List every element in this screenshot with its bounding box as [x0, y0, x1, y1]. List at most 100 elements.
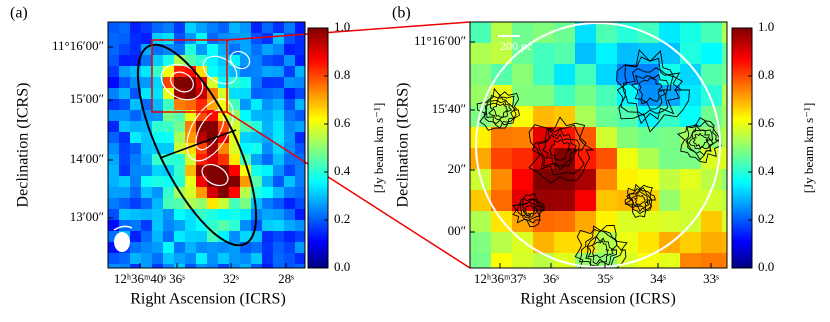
- pixel: [701, 148, 723, 170]
- pixel: [262, 121, 274, 133]
- pixel: [207, 165, 219, 177]
- x-tick-label: 34ˢ: [650, 271, 666, 286]
- contour: [170, 71, 194, 93]
- pixel: [273, 198, 285, 210]
- colorbar-tick-label: 0.4: [758, 163, 775, 178]
- pixel: [575, 106, 597, 128]
- pixel: [130, 264, 142, 268]
- pixel: [251, 110, 263, 122]
- pixel: [284, 44, 296, 56]
- pixel: [284, 187, 296, 199]
- pixel: [141, 77, 153, 89]
- x-tick-label: 33ˢ: [703, 271, 719, 286]
- pixel: [185, 220, 197, 232]
- pixel: [108, 220, 120, 232]
- pixel: [638, 148, 660, 170]
- pixel: [185, 33, 197, 45]
- pixel: [273, 231, 285, 243]
- pixel: [262, 209, 274, 221]
- pixel: [680, 190, 702, 212]
- pixel: [251, 66, 263, 78]
- pixel: [240, 231, 252, 243]
- pixel: [174, 55, 186, 67]
- pixel: [262, 55, 274, 67]
- pixel: [218, 209, 230, 221]
- pixel: [207, 209, 219, 221]
- pixel: [152, 33, 164, 45]
- pixel: [218, 231, 230, 243]
- pixel: [295, 231, 305, 243]
- pixel: [141, 99, 153, 111]
- pixel: [163, 110, 175, 122]
- pixel: [174, 110, 186, 122]
- pixel: [273, 187, 285, 199]
- pixel: [119, 154, 131, 166]
- pixel: [163, 220, 175, 232]
- pixel: [152, 99, 164, 111]
- pixel: [130, 132, 142, 144]
- pixel: [130, 88, 142, 100]
- pixel: [229, 22, 241, 34]
- pixel: [152, 187, 164, 199]
- pixel: [130, 99, 142, 111]
- pixel: [119, 132, 131, 144]
- pixel: [185, 99, 197, 111]
- pixel: [262, 33, 274, 45]
- contour: [537, 126, 580, 171]
- pixel: [284, 66, 296, 78]
- pixel: [174, 77, 186, 89]
- pixel: [174, 44, 186, 56]
- pixel: [617, 127, 639, 149]
- pixel: [185, 176, 197, 188]
- pixel: [284, 264, 296, 268]
- pixel: [284, 99, 296, 111]
- pixel: [617, 106, 639, 128]
- pixel: [240, 88, 252, 100]
- pixel: [512, 22, 534, 44]
- pixel: [218, 22, 230, 34]
- minor-axis: [159, 129, 237, 159]
- pixel: [152, 231, 164, 243]
- pixel: [251, 165, 263, 177]
- pixel: [659, 22, 681, 44]
- pixel: [722, 232, 727, 254]
- pixel: [108, 143, 120, 155]
- pixel: [596, 106, 618, 128]
- pixel: [207, 220, 219, 232]
- pixel: [119, 110, 131, 122]
- pixel: [273, 88, 285, 100]
- pixel: [284, 154, 296, 166]
- pixel: [284, 242, 296, 254]
- pixel: [108, 231, 120, 243]
- pixel: [207, 22, 219, 34]
- pixel: [108, 88, 120, 100]
- pixel: [262, 44, 274, 56]
- pixel: [196, 44, 208, 56]
- pixel: [470, 232, 492, 254]
- pixel: [152, 198, 164, 210]
- pixel: [196, 110, 208, 122]
- pixel: [575, 64, 597, 86]
- pixel: [491, 232, 513, 254]
- pixel: [470, 148, 492, 170]
- pixel: [273, 176, 285, 188]
- pixel: [533, 211, 555, 233]
- x-tick-label: 12ʰ36ᵐ40ˢ: [114, 271, 167, 286]
- scalebar-label: 200 pc: [500, 39, 532, 53]
- y-axis-label: Declination (ICRS): [395, 83, 412, 208]
- pixel: [512, 43, 534, 65]
- pixel: [722, 85, 727, 107]
- pixel: [295, 198, 305, 210]
- contour: [516, 197, 545, 224]
- y-tick-label: 14′00″: [70, 151, 104, 166]
- colorbar-tick-label: 0.2: [758, 211, 774, 226]
- pixel: [240, 55, 252, 67]
- pixel: [141, 110, 153, 122]
- pixel: [119, 22, 131, 34]
- pixel: [218, 88, 230, 100]
- pixel: [152, 121, 164, 133]
- pixel: [596, 64, 618, 86]
- pixel: [240, 143, 252, 155]
- pixel: [659, 148, 681, 170]
- pixel: [141, 220, 153, 232]
